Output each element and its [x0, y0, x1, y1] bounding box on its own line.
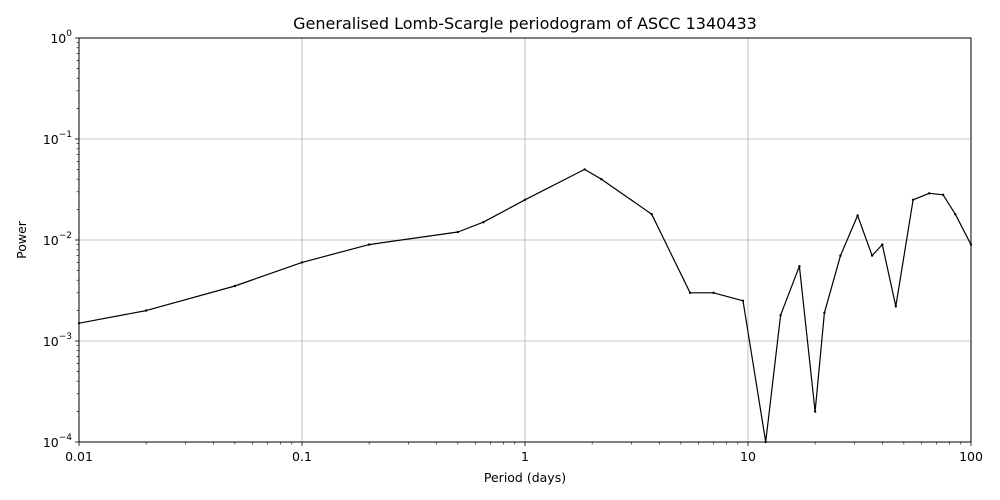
grid: [78, 37, 972, 443]
y-tick-label: 100: [50, 29, 72, 46]
power-data-point: [954, 213, 957, 216]
power-data-point: [839, 254, 842, 257]
y-tick-label: 10−3: [43, 332, 72, 349]
x-axis-label: Period (days): [484, 470, 566, 485]
x-tick-label: 0.1: [292, 449, 312, 464]
power-data-point: [856, 214, 859, 217]
power-data-point: [600, 178, 603, 181]
power-data-point: [583, 168, 586, 171]
y-tick-label: 10−2: [43, 231, 72, 248]
power-data-point: [650, 213, 653, 216]
power-data-point: [798, 265, 801, 268]
power-data-point: [300, 261, 304, 264]
power-data-point: [823, 311, 826, 314]
power-data-point: [688, 291, 692, 294]
x-axis-ticks: 0.01 0.1 1 10 100: [65, 442, 983, 464]
y-axis-ticks: 10−4 10−3 10−2 10−1 100: [43, 29, 79, 450]
y-axis-label: Power: [14, 220, 29, 259]
power-data-point: [456, 230, 460, 234]
power-data-point: [482, 221, 485, 224]
y-tick-label: 10−4: [43, 433, 72, 450]
y-tick-label: 10−1: [43, 130, 72, 147]
power-data-point: [941, 193, 945, 196]
x-tick-label: 10: [740, 449, 756, 464]
power-data-point: [712, 291, 715, 294]
power-data-point: [233, 284, 237, 288]
power-data-point: [367, 243, 371, 246]
power-data-point: [741, 299, 745, 302]
power-data-point: [894, 305, 897, 308]
power-data-point: [870, 254, 874, 257]
x-tick-label: 100: [959, 449, 983, 464]
data-layer: [77, 168, 973, 444]
power-data-point: [144, 309, 148, 312]
power-series-line: [79, 168, 971, 442]
power-data-point: [911, 198, 915, 201]
power-data-point: [928, 192, 931, 195]
power-data-point: [881, 243, 884, 246]
power-data-point: [523, 198, 527, 201]
minor-ticks: [76, 42, 962, 445]
x-tick-label: 1: [521, 449, 529, 464]
x-tick-label: 0.01: [65, 449, 93, 464]
power-data-point: [813, 410, 817, 413]
power-data-point: [779, 314, 782, 317]
chart-title: Generalised Lomb-Scargle periodogram of …: [293, 14, 757, 33]
